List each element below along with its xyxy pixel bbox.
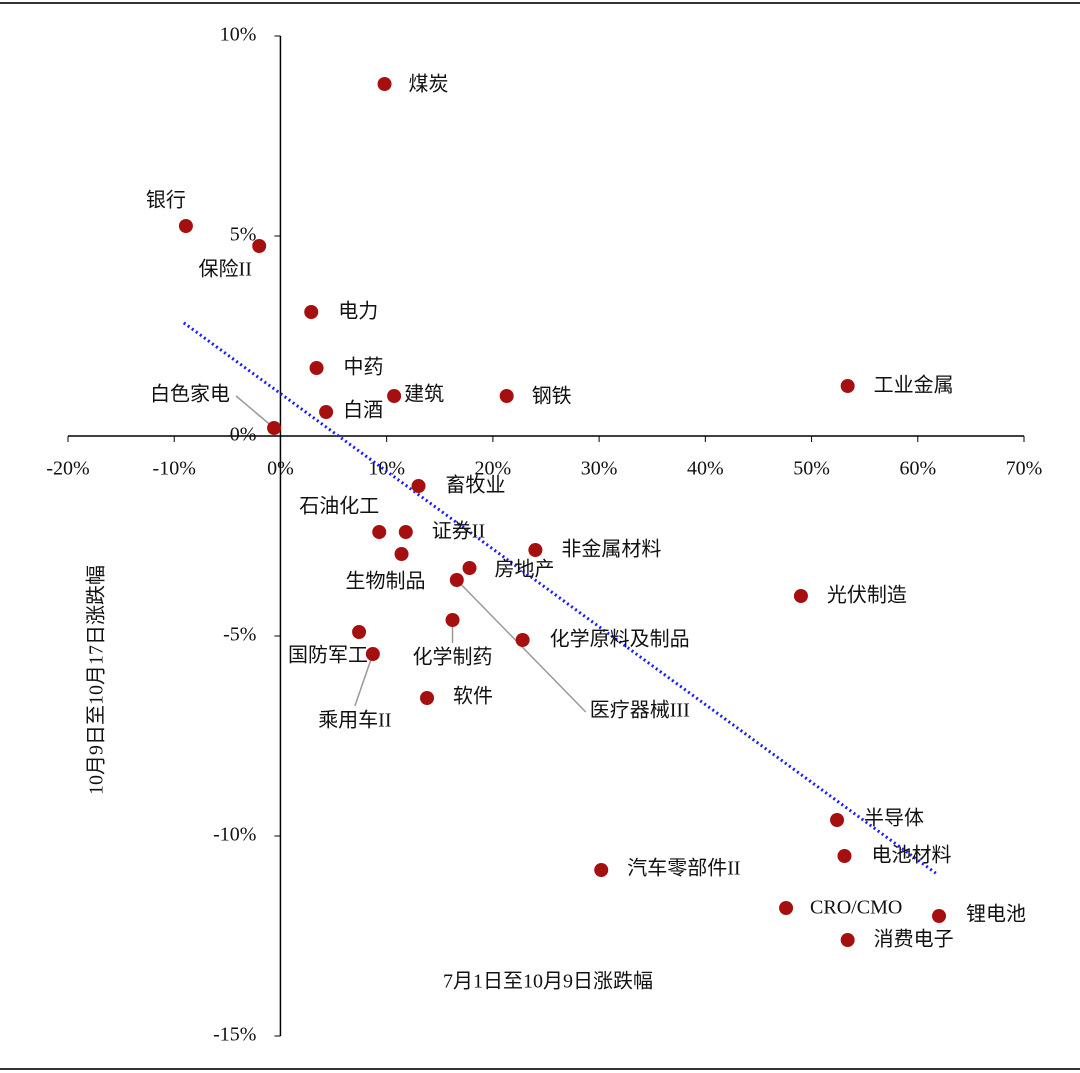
point [932, 909, 947, 923]
point-label: 非金属材料 [561, 538, 661, 561]
point [387, 389, 402, 403]
point-label: 消费电子 [874, 928, 954, 951]
point [840, 379, 855, 393]
point [372, 525, 387, 539]
point-label: 白酒 [343, 399, 383, 422]
leader-line [235, 395, 275, 429]
x-tick-label: 30% [581, 458, 618, 480]
point [309, 361, 324, 375]
x-tick-label: 50% [793, 458, 830, 480]
point [840, 933, 855, 947]
point-label: 中药 [344, 356, 384, 379]
point [420, 691, 435, 705]
y-tick-label: 5% [230, 224, 257, 246]
trendline [182, 321, 937, 875]
point-label: 钢铁 [532, 385, 572, 408]
point-label: 证券II [432, 520, 485, 543]
x-tick-label: 70% [1006, 458, 1043, 480]
point [304, 305, 319, 319]
y-tick-label: 10% [220, 24, 257, 46]
y-tick-label: -10% [213, 824, 256, 846]
x-tick-label: 40% [687, 458, 724, 480]
point-label: 生物制品 [346, 570, 426, 593]
y-tick-label: 0% [230, 424, 257, 446]
point-label: 保险II [199, 258, 252, 281]
point-label: 白色家电 [150, 383, 230, 406]
point [528, 543, 543, 557]
point-label: 电池材料 [871, 844, 951, 867]
point [837, 849, 852, 863]
point-label: CRO/CMO [810, 897, 902, 919]
point-label: 半导体 [864, 807, 924, 830]
point [398, 525, 413, 539]
point [352, 625, 367, 639]
point [515, 633, 530, 647]
point-label: 工业金属 [874, 374, 954, 397]
point [449, 573, 464, 587]
point [394, 547, 409, 561]
x-tick-label: 20% [475, 458, 512, 480]
point [319, 405, 334, 419]
point-label: 房地产 [495, 558, 555, 581]
point-label: 石油化工 [299, 495, 379, 518]
point [377, 77, 392, 91]
point [178, 219, 193, 233]
x-tick-label: 60% [899, 458, 936, 480]
point [445, 613, 460, 627]
leader-line [354, 653, 374, 707]
point-label: 国防军工 [288, 644, 368, 667]
x-tick-label: -20% [46, 458, 89, 480]
x-tick-label: -10% [153, 458, 196, 480]
point-label: 畜牧业 [446, 474, 506, 497]
point-label: 医疗器械III [590, 699, 690, 722]
point-label: 电力 [338, 300, 378, 323]
x-tick-label: 0% [267, 458, 294, 480]
point [252, 239, 267, 253]
point [830, 813, 845, 827]
y-tick-label: -5% [223, 624, 256, 646]
point-label: 锂电池 [966, 903, 1026, 926]
point [462, 561, 477, 575]
point [779, 901, 794, 915]
x-axis-title: 7月1日至10月9日涨跌幅 [443, 970, 653, 993]
point [267, 421, 282, 435]
point [793, 589, 808, 603]
point-label: 银行 [146, 189, 186, 212]
point-label: 化学原料及制品 [550, 628, 690, 651]
x-tick-label: 10% [368, 458, 405, 480]
point [594, 863, 609, 877]
point [365, 647, 380, 661]
point-label: 建筑 [404, 383, 444, 406]
point-label: 乘用车II [318, 709, 391, 732]
point-label: 煤炭 [409, 73, 449, 96]
point-label: 汽车零部件II [627, 857, 740, 880]
point-label: 软件 [453, 685, 493, 708]
point [411, 479, 426, 493]
y-tick-label: -15% [213, 1024, 256, 1046]
point [499, 389, 514, 403]
point-label: 化学制药 [413, 646, 493, 669]
y-axis-title: 10月9日至10月17日涨跌幅 [85, 565, 108, 795]
point-label: 光伏制造 [827, 584, 907, 607]
